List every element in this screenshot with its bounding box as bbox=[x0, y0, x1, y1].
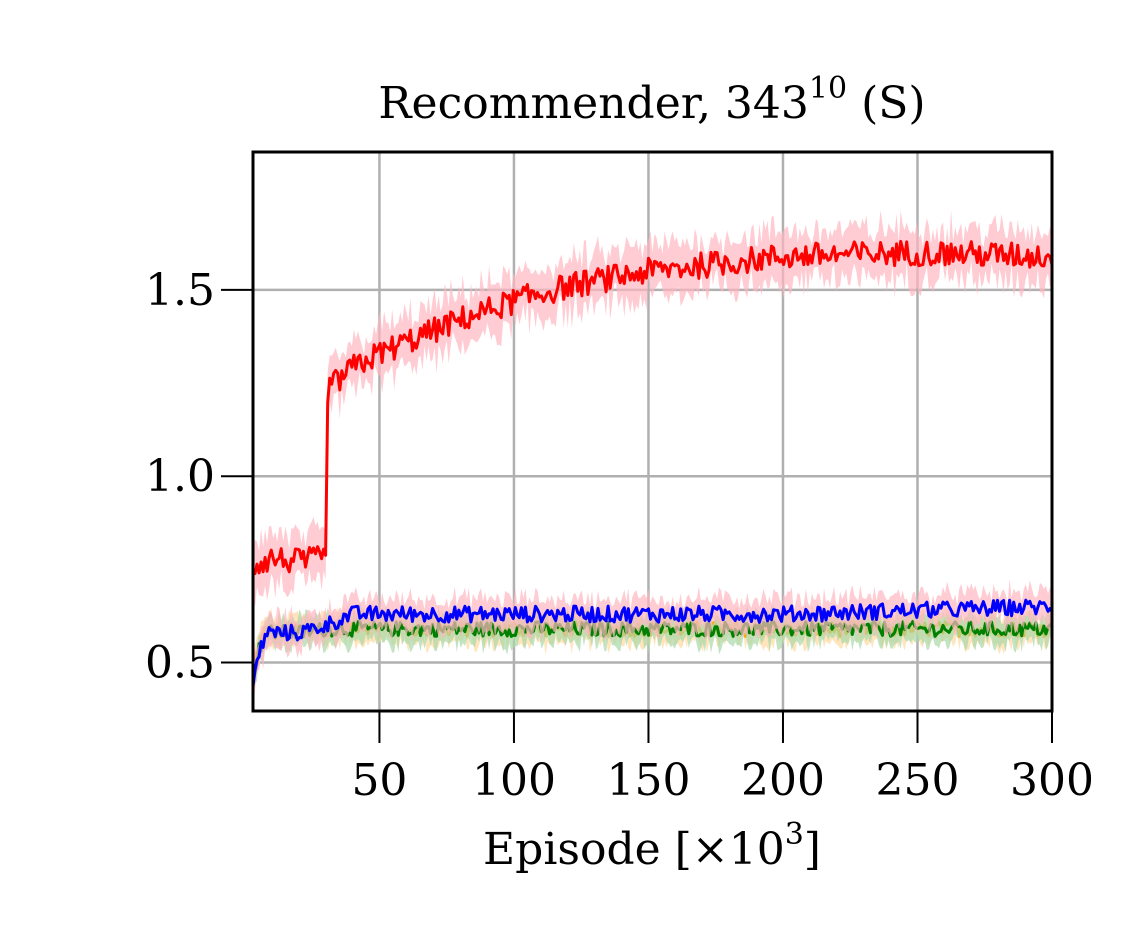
chart-title-suffix: (S) bbox=[847, 78, 925, 129]
chart-title: Recommender, 34310 (S) bbox=[378, 71, 925, 129]
series-2-line bbox=[251, 598, 1054, 687]
x-axis-label-suffix: ] bbox=[804, 824, 821, 875]
x-tick-label: 250 bbox=[875, 755, 959, 806]
series-3-line bbox=[251, 239, 1054, 576]
x-axis-label-superscript: 3 bbox=[785, 817, 804, 852]
x-tick-label: 100 bbox=[472, 755, 556, 806]
x-tick-label: 200 bbox=[741, 755, 825, 806]
series-layer bbox=[251, 210, 1054, 705]
axis-ticks: 50 100 150 200 250 300 0.5 1.0 1.5 bbox=[145, 265, 1094, 806]
x-axis-label-main: Episode [×10 bbox=[483, 824, 785, 875]
y-tick-label: 0.5 bbox=[145, 638, 215, 689]
x-tick-label: 50 bbox=[351, 755, 407, 806]
x-tick-label: 300 bbox=[1010, 755, 1094, 806]
chart-title-superscript: 10 bbox=[809, 71, 847, 106]
series-3-band bbox=[253, 210, 1052, 608]
y-tick-label: 1.0 bbox=[145, 451, 215, 502]
x-tick-label: 150 bbox=[606, 755, 690, 806]
plot-frame bbox=[251, 150, 1054, 713]
x-axis-label: Episode [×103] bbox=[483, 817, 821, 875]
y-tick-label: 1.5 bbox=[145, 265, 215, 316]
chart-title-main: Recommender, 343 bbox=[378, 78, 808, 129]
